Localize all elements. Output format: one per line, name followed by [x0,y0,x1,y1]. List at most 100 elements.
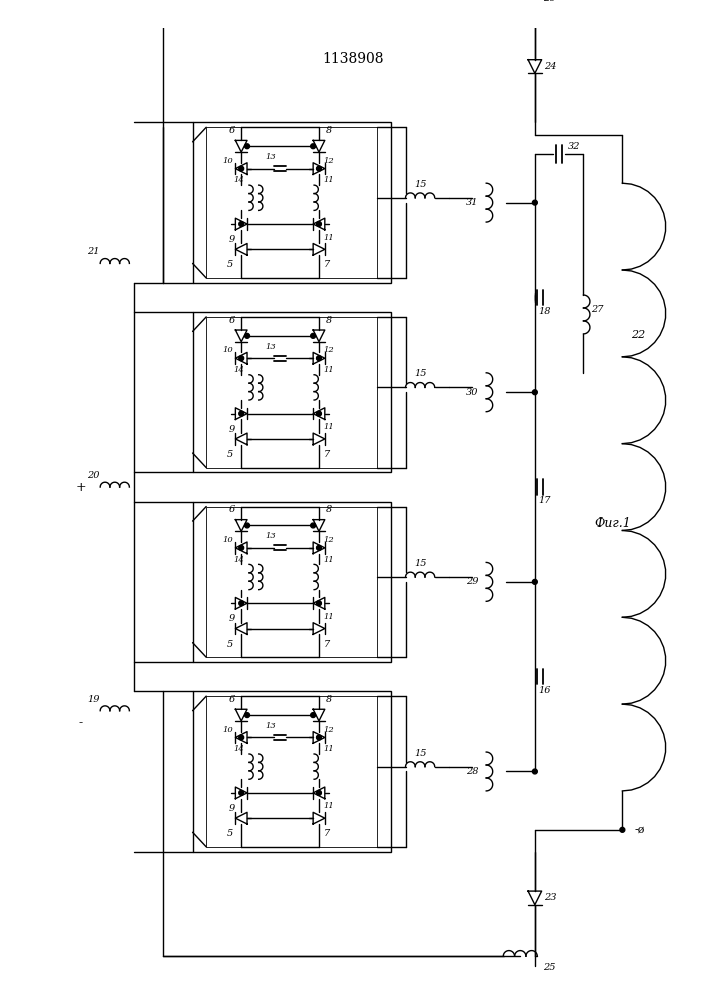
Text: 9: 9 [228,235,235,244]
Text: 10: 10 [222,346,233,354]
Text: 15: 15 [414,559,426,568]
Text: 32: 32 [568,142,580,151]
Circle shape [317,356,322,361]
Circle shape [317,166,322,171]
Text: 1138908: 1138908 [322,52,384,66]
Text: -ø: -ø [635,825,645,835]
Text: 11: 11 [323,234,334,242]
Text: 14: 14 [234,176,245,184]
Text: Фиг.1: Фиг.1 [595,517,631,530]
Circle shape [239,735,244,740]
Text: 11: 11 [323,556,334,564]
Text: 8: 8 [326,505,332,514]
Text: 16: 16 [538,686,551,695]
Text: -: - [78,716,83,729]
Text: 12: 12 [323,536,334,544]
Circle shape [239,545,244,550]
Circle shape [532,769,537,774]
Circle shape [317,545,322,550]
Text: 13: 13 [265,532,276,540]
Text: 28: 28 [467,767,479,776]
Circle shape [532,579,537,584]
Text: 30: 30 [467,388,479,397]
Text: 18: 18 [538,307,551,316]
Text: 14: 14 [234,556,245,564]
Text: 7: 7 [324,260,330,269]
Circle shape [310,144,315,149]
Text: 11: 11 [323,613,334,621]
Text: 12: 12 [323,726,334,734]
Circle shape [310,333,315,338]
Circle shape [239,222,244,226]
Text: 15: 15 [414,369,426,378]
Text: 6: 6 [228,695,235,704]
Circle shape [245,523,250,528]
Circle shape [239,166,244,171]
Text: 21: 21 [87,247,100,256]
Text: 14: 14 [234,745,245,753]
Bar [192,691,391,852]
Text: 14: 14 [234,366,245,374]
Text: 27: 27 [591,305,603,314]
Text: 10: 10 [222,536,233,544]
Text: 11: 11 [323,366,334,374]
Text: 6: 6 [228,126,235,135]
Bar [192,122,391,283]
Text: 15: 15 [414,180,426,189]
Text: 24: 24 [544,62,556,71]
Text: 11: 11 [323,745,334,753]
Circle shape [620,827,625,832]
Text: 9: 9 [228,614,235,623]
Text: 20: 20 [87,471,100,480]
Text: 7: 7 [324,640,330,649]
Bar [192,502,391,662]
Text: 13: 13 [265,343,276,351]
Circle shape [245,144,250,149]
Text: 5: 5 [226,260,233,269]
Text: 17: 17 [538,496,551,505]
Circle shape [532,390,537,395]
Text: 5: 5 [226,450,233,459]
Text: 13: 13 [265,153,276,161]
Circle shape [317,790,322,795]
Text: 11: 11 [323,802,334,810]
Text: 29: 29 [467,577,479,586]
Text: 5: 5 [226,829,233,838]
Text: 12: 12 [323,157,334,165]
Circle shape [317,735,322,740]
Text: 8: 8 [326,316,332,325]
Circle shape [317,601,322,606]
Text: 13: 13 [265,722,276,730]
Circle shape [317,222,322,226]
Circle shape [532,200,537,205]
Text: 9: 9 [228,425,235,434]
Circle shape [239,356,244,361]
Text: 6: 6 [228,316,235,325]
Text: 11: 11 [323,176,334,184]
Bar [206,696,378,847]
Text: 15: 15 [414,749,426,758]
Text: 10: 10 [222,157,233,165]
Text: 10: 10 [222,726,233,734]
Text: 25: 25 [543,963,556,972]
Text: 6: 6 [228,505,235,514]
Circle shape [245,333,250,338]
Bar [192,312,391,472]
Text: 7: 7 [324,829,330,838]
Circle shape [239,411,244,416]
Text: 8: 8 [326,126,332,135]
Circle shape [310,713,315,718]
Text: 9: 9 [228,804,235,813]
Circle shape [317,411,322,416]
Text: 26: 26 [543,0,556,3]
Circle shape [245,713,250,718]
Bar [206,507,378,657]
Text: 12: 12 [323,346,334,354]
Circle shape [239,601,244,606]
Circle shape [239,790,244,795]
Text: 11: 11 [323,423,334,431]
Text: +: + [76,481,86,494]
Circle shape [310,523,315,528]
Text: 5: 5 [226,640,233,649]
Text: 7: 7 [324,450,330,459]
